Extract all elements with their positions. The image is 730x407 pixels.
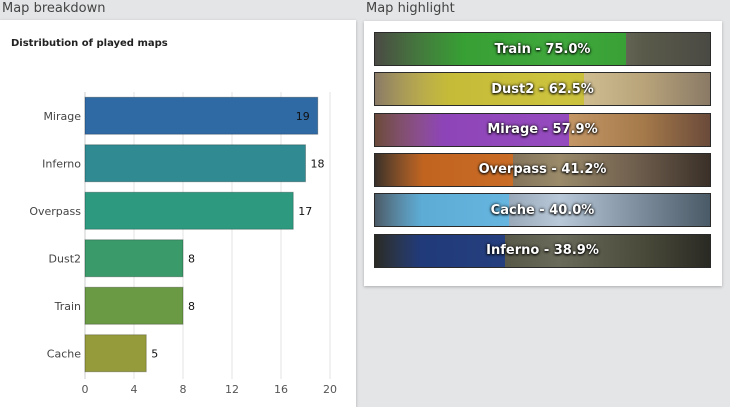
map-banner-dust2: Dust2 - 62.5% [374, 72, 711, 107]
map-breakdown-panel: Distribution of played maps 0 4 8 12 16 20 Mir… [0, 20, 356, 407]
win-rate-fill [375, 153, 514, 186]
x-tick-label: 4 [131, 383, 138, 396]
x-tick-label: 8 [180, 383, 187, 396]
win-rate-label: Inferno - 38.9% [486, 243, 599, 258]
map-banner-train: Train - 75.0% [374, 32, 711, 66]
data-label: 5 [151, 347, 158, 360]
map-banner-mirage: Mirage - 57.9% [374, 112, 711, 147]
x-tick-label: 20 [323, 383, 337, 396]
data-label: 19 [296, 110, 310, 123]
chart-title: Distribution of played maps [11, 38, 168, 49]
win-rate-label: Train - 75.0% [494, 41, 591, 57]
win-rate-label: Overpass - 41.2% [478, 162, 607, 178]
win-rate-label: Mirage - 57.9% [487, 122, 598, 138]
x-tick-label: 16 [274, 383, 288, 396]
map-highlight-panel: Train - 75.0% Dust2 - 62.5% Mirage - 57.9%… [364, 21, 722, 286]
map-breakdown-title: Map breakdown [2, 1, 106, 16]
data-label: 8 [188, 252, 195, 265]
category-label: Inferno [42, 157, 81, 170]
win-rate-fill [375, 194, 509, 227]
map-banner-inferno: Inferno - 38.9% [374, 233, 711, 268]
category-label: Overpass [29, 205, 81, 218]
win-rate-label: Dust2 - 62.5% [491, 81, 594, 97]
map-highlight-title: Map highlight [366, 1, 455, 16]
category-label: Cache [47, 347, 81, 360]
category-label: Train [54, 300, 81, 313]
win-rate-fill [375, 234, 506, 267]
bar-train [84, 286, 184, 325]
data-label: 17 [298, 205, 312, 218]
map-banner-overpass: Overpass - 41.2% [374, 152, 711, 187]
category-label: Dust2 [49, 252, 81, 265]
data-label: 18 [311, 157, 325, 170]
data-label: 8 [188, 300, 195, 313]
bar-cache [84, 334, 147, 373]
bar-inferno [84, 144, 306, 183]
win-rate-fill [375, 73, 585, 106]
bar-mirage [84, 96, 319, 135]
bar-dust2 [84, 239, 184, 278]
category-label: Mirage [43, 110, 81, 123]
win-rate-label: Cache - 40.0% [490, 202, 595, 218]
map-banner-cache: Cache - 40.0% [374, 193, 711, 228]
x-tick-label: 0 [82, 383, 89, 396]
x-tick-label: 12 [225, 383, 239, 396]
bar-overpass [84, 191, 294, 230]
win-rate-fill [375, 113, 569, 146]
bar-chart: 0 4 8 12 16 20 Mirage 19 Inferno 18 Overpass 17 Dust… [29, 92, 337, 396]
win-rate-fill [375, 33, 627, 65]
